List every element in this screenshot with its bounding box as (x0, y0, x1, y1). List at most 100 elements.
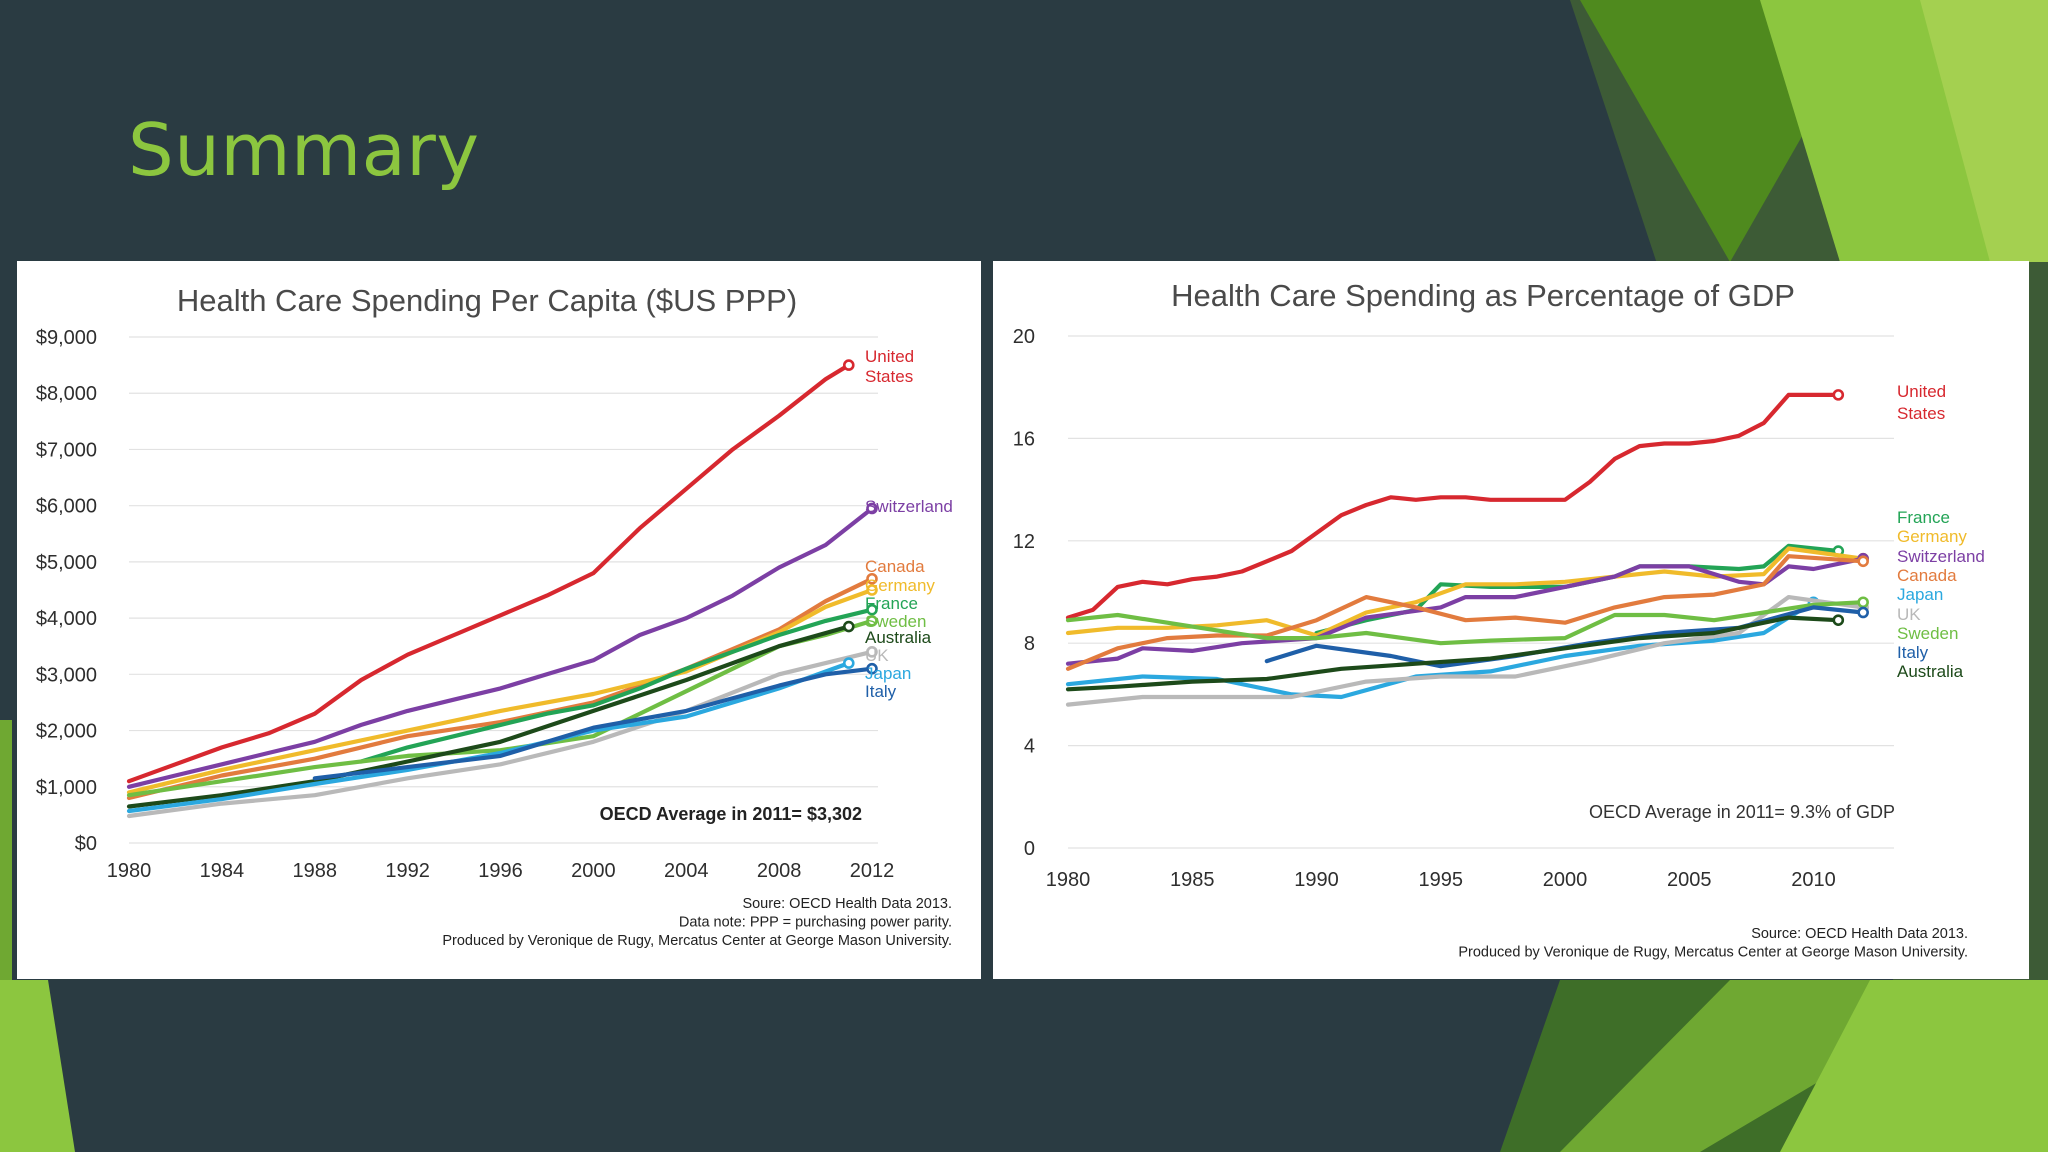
gdp-share-end-marker-italy (1857, 606, 1869, 619)
gdp-share-series-labels: United States FranceGermanySwitzerlandCana… (1897, 382, 1985, 681)
per-capita-y-tick-label: $8,000 (36, 383, 97, 405)
per-capita-y-tick-label: $9,000 (36, 327, 97, 349)
per-capita-y-tick-label: $0 (75, 833, 97, 855)
gdp-share-label-japan: Japan (1897, 585, 1943, 604)
slide-title: Summary (128, 108, 480, 192)
per-capita-series-lines (126, 359, 878, 819)
per-capita-source-line: Produced by Veronique de Rugy, Mercatus … (442, 933, 952, 949)
per-capita-label-france: France (865, 594, 918, 613)
gdp-share-line-australia (1065, 615, 1841, 692)
per-capita-line-sweden (126, 618, 875, 798)
gdp-share-title: Health Care Spending as Percentage of GD… (1171, 278, 1795, 313)
per-capita-x-tick-label: 1992 (385, 860, 430, 882)
gdp-share-x-tick-label: 1990 (1294, 869, 1339, 891)
per-capita-x-tick-label: 2000 (571, 860, 616, 882)
per-capita-label-switzerland: Switzerland (865, 497, 953, 516)
per-capita-line-germany (126, 587, 875, 795)
per-capita-line-italy (312, 666, 875, 781)
per-capita-y-tick-label: $6,000 (36, 496, 97, 518)
gdp-share-end-marker-united-states (1832, 389, 1845, 401)
per-capita-x-tick-label: 1996 (478, 860, 523, 882)
per-capita-end-marker-japan (842, 657, 855, 669)
per-capita-label-canada: Canada (865, 557, 925, 576)
per-capita-label-united-states: States (865, 367, 913, 386)
per-capita-label-sweden: Sweden (865, 612, 926, 631)
gdp-share-line-canada (1065, 554, 1866, 671)
gdp-share-label-united-states: States (1897, 404, 1945, 423)
per-capita-y-axis: $0 $1,000 $2,000 $3,000 $4,000 $5,000 $6,000 $7… (36, 327, 97, 855)
per-capita-x-tick-label: 2004 (664, 860, 709, 882)
per-capita-line-switzerland (126, 506, 875, 789)
gdp-share-y-tick-label: 20 (1013, 326, 1035, 348)
per-capita-line-australia (126, 624, 851, 809)
per-capita-x-tick-label: 1980 (107, 860, 152, 882)
gdp-share-source-line: Source: OECD Health Data 2013. (1751, 926, 1968, 942)
bottom-right-accent (1500, 980, 2048, 1152)
per-capita-x-tick-label: 2012 (850, 860, 895, 882)
gdp-share-line-united-states (1065, 392, 1841, 620)
gdp-share-x-tick-label: 1980 (1046, 869, 1091, 891)
gdp-share-x-tick-label: 1985 (1170, 869, 1215, 891)
gdp-share-end-marker-sweden (1857, 596, 1869, 609)
per-capita-line-japan (126, 661, 851, 814)
per-capita-y-tick-label: $2,000 (36, 721, 97, 743)
gdp-share-end-marker-australia (1832, 614, 1845, 626)
per-capita-end-marker-italy (866, 662, 878, 675)
gdp-share-line-germany (1065, 546, 1866, 638)
per-capita-gridlines (129, 336, 878, 844)
per-capita-chart-panel: Health Care Spending Per Capita ($US PPP… (17, 261, 981, 979)
per-capita-line-france (359, 607, 875, 764)
gdp-share-line-japan (1065, 600, 1816, 700)
left-accent (0, 720, 75, 1152)
per-capita-source-line: Data note: PPP = purchasing power parity… (679, 915, 952, 931)
gdp-share-x-tick-label: 2000 (1543, 869, 1588, 891)
gdp-share-end-marker-canada (1857, 555, 1869, 568)
per-capita-x-tick-label: 1984 (200, 860, 245, 882)
gdp-share-y-axis: 0 4 8 12 16 20 (1013, 326, 1035, 860)
gdp-share-gridlines (1068, 335, 1894, 849)
gdp-share-y-tick-label: 8 (1024, 633, 1035, 655)
per-capita-line-united-states (126, 362, 851, 784)
gdp-share-x-axis: 1980 1985 1990 1995 2000 2005 2010 (1046, 869, 1836, 891)
per-capita-end-marker-uk (866, 646, 878, 658)
per-capita-end-marker-france (866, 603, 878, 616)
per-capita-x-axis: 1980 1984 1988 1992 1996 2000 2004 2008 2012 (107, 860, 895, 882)
gdp-share-label-germany: Germany (1897, 527, 1967, 546)
per-capita-source-line: Soure: OECD Health Data 2013. (742, 896, 952, 912)
per-capita-end-marker-sweden (866, 615, 878, 627)
gdp-share-y-tick-label: 0 (1024, 838, 1035, 860)
gdp-share-label-australia: Australia (1897, 662, 1964, 681)
gdp-share-label-france: France (1897, 508, 1950, 527)
gdp-share-y-tick-label: 4 (1024, 736, 1035, 758)
per-capita-label-uk: UK (865, 646, 889, 665)
gdp-share-source-line: Produced by Veronique de Rugy, Mercatus … (1458, 945, 1968, 961)
gdp-share-line-sweden (1065, 600, 1866, 646)
gdp-share-label-canada: Canada (1897, 566, 1957, 585)
gdp-share-label-uk: UK (1897, 605, 1921, 624)
gdp-share-x-tick-label: 2010 (1791, 869, 1836, 891)
per-capita-y-tick-label: $7,000 (36, 439, 97, 461)
per-capita-y-tick-label: $4,000 (36, 608, 97, 630)
gdp-share-series-lines (1065, 389, 1869, 707)
per-capita-end-marker-switzerland (866, 502, 878, 515)
gdp-share-oecd-average-note: OECD Average in 2011= 9.3% of GDP (1589, 802, 1895, 822)
gdp-share-source-notes: Source: OECD Health Data 2013. Produced b… (1458, 926, 1968, 961)
per-capita-end-marker-united-states (842, 359, 855, 371)
gdp-share-label-italy: Italy (1897, 643, 1929, 662)
per-capita-end-marker-germany (866, 584, 878, 596)
per-capita-label-united-states: United (865, 347, 914, 366)
gdp-share-chart: Health Care Spending as Percentage of GD… (1013, 278, 1985, 961)
gdp-share-label-sweden: Sweden (1897, 624, 1958, 643)
gdp-share-label-united-states: United (1897, 382, 1946, 401)
gdp-share-label-switzerland: Switzerland (1897, 547, 1985, 566)
gdp-share-x-tick-label: 2005 (1667, 869, 1712, 891)
per-capita-label-japan: Japan (865, 664, 911, 683)
per-capita-source-notes: Soure: OECD Health Data 2013. Data note: … (442, 896, 952, 949)
per-capita-y-tick-label: $3,000 (36, 664, 97, 686)
gdp-share-y-tick-label: 16 (1013, 428, 1035, 450)
per-capita-title: Health Care Spending Per Capita ($US PPP… (177, 283, 797, 318)
per-capita-x-tick-label: 1988 (293, 860, 338, 882)
gdp-share-y-tick-label: 12 (1013, 531, 1035, 553)
per-capita-x-tick-label: 2008 (757, 860, 802, 882)
